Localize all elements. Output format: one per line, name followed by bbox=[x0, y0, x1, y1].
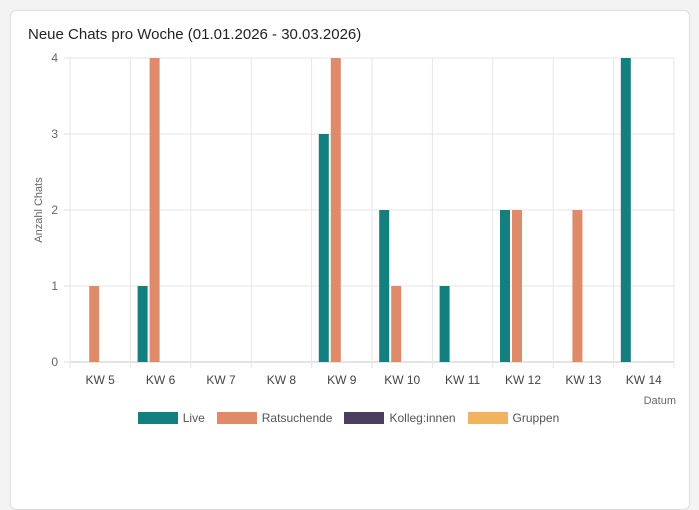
legend-swatch bbox=[216, 412, 257, 424]
y-axis-title: Anzahl Chats bbox=[33, 177, 45, 243]
bar-live-4 bbox=[318, 134, 329, 362]
legend-item-ratsuchende[interactable]: Ratsuchende bbox=[216, 411, 333, 425]
y-tick-label: 0 bbox=[51, 355, 58, 369]
bar-ratsuchende-0 bbox=[89, 286, 100, 362]
bar-live-5 bbox=[379, 210, 390, 362]
x-tick-label: KW 5 bbox=[86, 373, 116, 387]
y-tick-label: 2 bbox=[51, 203, 58, 217]
bar-live-6 bbox=[439, 286, 450, 362]
y-tick-label: 3 bbox=[51, 127, 58, 141]
x-tick-label: KW 11 bbox=[445, 373, 480, 387]
y-tick-label: 1 bbox=[51, 279, 58, 293]
bar-ratsuchende-5 bbox=[391, 286, 402, 362]
y-tick-label: 4 bbox=[51, 51, 58, 65]
legend-label: Live bbox=[182, 411, 205, 425]
legend-swatch bbox=[137, 412, 178, 424]
legend-item-kolleg-innen[interactable]: Kolleg:innen bbox=[344, 411, 456, 425]
legend-label: Kolleg:innen bbox=[389, 411, 456, 425]
bar-live-9 bbox=[620, 58, 631, 362]
bar-ratsuchende-1 bbox=[149, 58, 160, 362]
x-tick-label: KW 7 bbox=[206, 373, 236, 387]
bar-ratsuchende-8 bbox=[572, 210, 583, 362]
legend-swatch bbox=[467, 412, 508, 424]
x-tick-label: KW 9 bbox=[327, 373, 357, 387]
bar-ratsuchende-7 bbox=[512, 210, 522, 362]
x-tick-label: KW 10 bbox=[384, 373, 420, 387]
bar-live-1 bbox=[137, 286, 148, 362]
x-tick-label: KW 8 bbox=[267, 373, 297, 387]
legend-item-live[interactable]: Live bbox=[137, 411, 205, 425]
legend-swatch bbox=[344, 412, 385, 424]
legend-label: Ratsuchende bbox=[261, 411, 333, 425]
legend-label: Gruppen bbox=[512, 411, 560, 425]
bar-ratsuchende-4 bbox=[330, 58, 341, 362]
legend-item-gruppen[interactable]: Gruppen bbox=[467, 411, 560, 425]
x-tick-label: KW 12 bbox=[505, 373, 541, 387]
x-axis-title: Datum bbox=[644, 395, 676, 407]
chart-legend: Live Ratsuchende Kolleg:innen Gruppen bbox=[0, 411, 699, 425]
x-tick-label: KW 14 bbox=[626, 373, 662, 387]
chart-title: Neue Chats pro Woche (01.01.2026 - 30.03… bbox=[28, 26, 362, 43]
x-tick-label: KW 6 bbox=[146, 373, 176, 387]
bar-live-7 bbox=[500, 210, 510, 362]
x-tick-label: KW 13 bbox=[565, 373, 601, 387]
